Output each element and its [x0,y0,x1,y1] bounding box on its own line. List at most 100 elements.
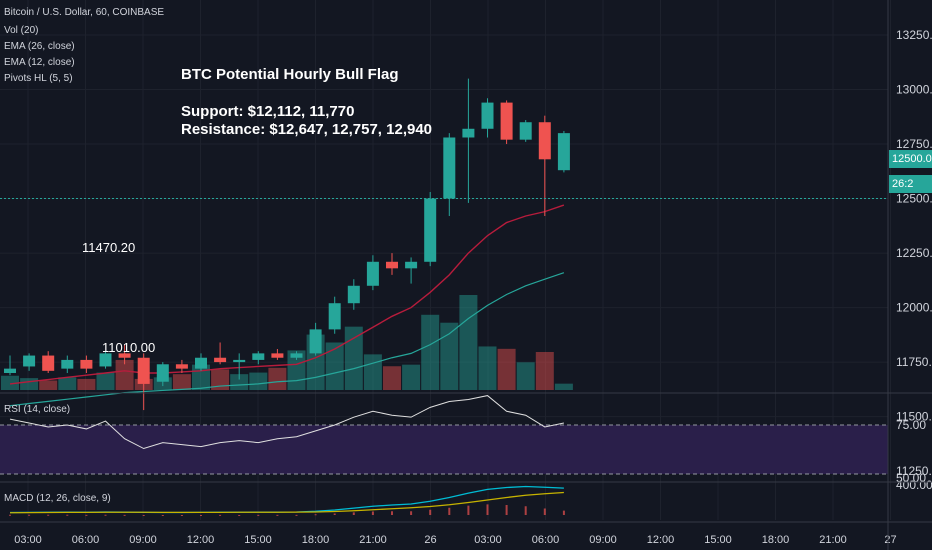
pivot-high-label: 11470.20 [82,240,136,255]
x-tick-label: 09:00 [129,534,157,546]
candle-body [366,261,379,286]
candle-body [481,102,494,129]
rsi-label[interactable]: RSI (14, close) [4,404,71,415]
macd-histogram-bar [448,507,451,515]
macd-histogram-bar [314,514,317,516]
x-tick-label: 09:00 [589,534,617,546]
macd-histogram-bar [238,515,241,516]
indicator-volume[interactable]: Vol (20) [4,25,39,36]
x-tick-label: 06:00 [72,534,100,546]
y-tick-label: 12750.00 [896,137,932,151]
macd-histogram-bar [391,511,393,515]
macd-histogram-bar [410,511,413,515]
macd-histogram-bar [28,514,31,516]
volume-bar [363,354,382,390]
x-tick-label: 15:00 [704,534,732,546]
volume-bar [211,369,230,390]
macd-histogram-bar [562,510,565,515]
x-tick-label: 26 [424,534,436,546]
annotation-support: Support: $12,112, 11,770 [181,103,355,120]
countdown-badge: 26:2 [889,175,932,193]
volume-bar [516,362,535,390]
candle-body [233,359,246,363]
volume-bar [383,366,401,390]
volume-bar [459,295,478,390]
annotation-title: BTC Potential Hourly Bull Flag [181,66,399,83]
rsi-line [9,395,565,450]
macd-histogram-bar [180,515,183,516]
candle-body [80,359,93,369]
candle-body [252,353,265,360]
x-tick-label: 21:00 [359,534,387,546]
candle-body [61,359,74,369]
macd-histogram-bar [123,514,126,516]
candle-body [271,353,284,358]
macd-histogram-bar [161,515,164,516]
candle-body [195,357,207,369]
y-tick-label: 13250.00 [896,28,932,42]
candle-body [214,357,227,363]
macd-histogram-bar [486,504,489,515]
y-tick-label: 12500.00 [896,192,932,206]
candle-body [519,122,532,140]
macd-histogram-bar [295,514,298,516]
volume-bar [115,359,134,390]
volume-bar [325,342,344,390]
annotation-resistance: Resistance: $12,647, 12,757, 12,940 [181,121,433,138]
candle-body [557,133,570,171]
ema26-line [9,272,565,407]
candle-body [4,368,16,373]
indicator-ema26[interactable]: EMA (26, close) [4,41,75,52]
volume-bar [268,367,287,390]
candle-body [156,364,169,382]
indicator-pivots[interactable]: Pivots HL (5, 5) [4,73,73,84]
x-tick-label: 12:00 [647,534,675,546]
indicator-ema12[interactable]: EMA (12, close) [4,57,75,68]
macd-histogram-bar [524,506,527,515]
ema12-line [9,204,565,385]
macd-histogram-bar [429,509,432,515]
candle-body [137,357,150,384]
volume-bar [249,372,268,390]
macd-label[interactable]: MACD (12, 26, close, 9) [4,493,111,504]
ema-lines [9,204,565,407]
x-tick-label: 27 [884,534,896,546]
macd-histogram-bar [9,514,11,516]
volume-bar [77,378,96,390]
macd-histogram-bar [219,514,222,516]
candle-body [118,353,131,358]
volume-bar [554,383,573,390]
candle-body [309,329,322,354]
candle-body [443,137,456,199]
candle-body [500,102,513,140]
candle-body [538,122,551,160]
volume-bar [172,374,191,390]
volume-bar [39,380,58,390]
volume-bar [1,375,19,390]
candle-body [42,355,55,371]
x-tick-label: 06:00 [532,534,560,546]
volume-bar [20,378,39,390]
x-tick-label: 18:00 [762,534,790,546]
symbol-title: Bitcoin / U.S. Dollar, 60, COINBASE [4,7,165,18]
x-tick-label: 12:00 [187,534,215,546]
macd-histogram-bar [142,515,145,516]
candle-body [405,261,418,269]
volume-bar [535,352,554,390]
candle-body [99,353,112,367]
volume-bar [497,348,516,390]
rsi-tick-label: 75.00 [896,418,926,432]
x-tick-label: 03:00 [474,534,502,546]
volume-bar [440,322,459,390]
macd-histogram-bar [85,514,88,516]
candle-body [328,303,341,330]
candle-body [424,198,437,262]
volume-bar [478,346,497,390]
macd-histogram-bar [543,508,546,515]
macd-histogram-bar [467,505,470,515]
last-price-badge: 12500.0 [889,150,932,168]
y-tick-label: 12250.00 [896,246,932,260]
volume-bar [58,377,77,390]
